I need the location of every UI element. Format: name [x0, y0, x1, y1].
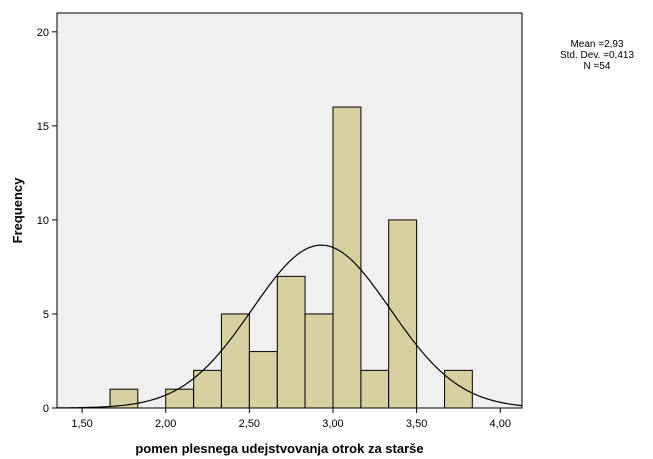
histogram-bar: [109, 388, 139, 409]
x-tick-label: 2,00: [155, 418, 176, 430]
histogram-bar: [165, 388, 195, 409]
y-axis: 0 5 10 15 20: [37, 27, 57, 415]
y-tick-label: 15: [37, 121, 49, 133]
x-axis: 1,50 2,00 2,50 3,00 3,50 4,00: [71, 408, 511, 430]
n-label: N =54: [584, 61, 611, 72]
y-tick-label: 10: [37, 215, 49, 227]
y-axis-title: Frequency: [10, 177, 25, 244]
x-axis-title: pomen plesnega udejstvovanja otrok za st…: [135, 441, 423, 456]
x-tick-label: 2,50: [239, 418, 260, 430]
histogram-bar: [193, 369, 222, 409]
normal-curve: [56, 244, 523, 409]
histogram-bar: [220, 313, 250, 409]
histogram-bar: [444, 369, 473, 409]
histogram-bar: [304, 313, 334, 409]
x-tick-label: 1,50: [71, 418, 92, 430]
x-tick-label: 3,00: [322, 418, 343, 430]
histogram-bar: [276, 275, 306, 409]
histogram-bar: [360, 369, 390, 409]
histogram-bar: [248, 351, 278, 409]
x-tick-label: 3,50: [406, 418, 427, 430]
histogram-bar: [332, 106, 362, 409]
std-dev-label: Std. Dev. =0,413: [560, 50, 634, 61]
stats-legend: Mean =2,93 Std. Dev. =0,413 N =54: [560, 39, 634, 72]
y-tick-label: 0: [43, 403, 49, 415]
bars-group: [109, 106, 473, 409]
mean-label: Mean =2,93: [570, 39, 624, 50]
y-tick-label: 5: [43, 309, 49, 321]
histogram-bar: [388, 219, 418, 409]
x-tick-label: 4,00: [490, 418, 511, 430]
y-tick-label: 20: [37, 27, 49, 39]
